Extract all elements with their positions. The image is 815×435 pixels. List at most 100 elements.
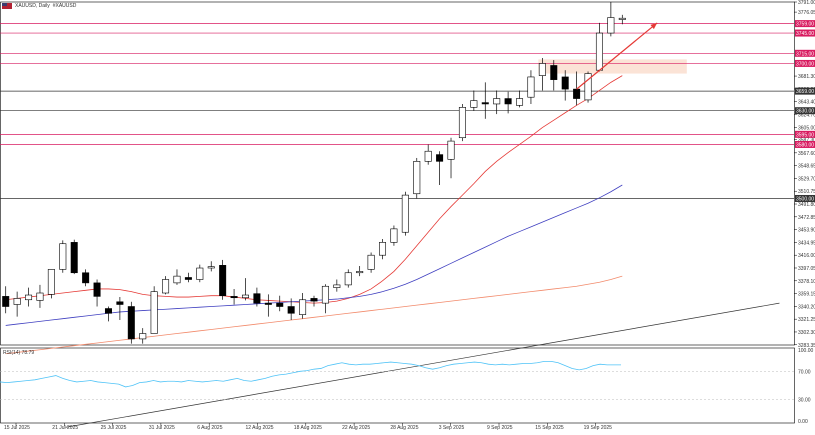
candle xyxy=(310,295,318,307)
candle xyxy=(584,71,592,103)
candle xyxy=(447,137,455,179)
candle xyxy=(241,278,249,301)
flag-icon xyxy=(2,2,12,9)
price-tick-label: 3302.30 xyxy=(798,330,815,336)
candle-body-up xyxy=(527,76,535,98)
time-tick-label: 3 Sep 2025 xyxy=(439,425,465,430)
candle-body-up xyxy=(139,333,147,340)
candle-body-up xyxy=(516,98,524,106)
candle-body-up xyxy=(207,266,215,269)
candle-body-up xyxy=(367,254,375,270)
candle-body-up xyxy=(390,228,398,243)
level-label: 3500.00 xyxy=(796,196,814,202)
candle xyxy=(253,287,261,307)
level-label-box xyxy=(795,107,815,115)
candle xyxy=(344,269,352,288)
candle-body-down xyxy=(310,298,318,302)
price-tick-label: 3643.40 xyxy=(798,100,815,106)
level-label-box xyxy=(795,59,815,67)
rsi-tick-label: 0.00 xyxy=(798,419,808,425)
candle-body-up xyxy=(584,73,592,101)
candle xyxy=(139,328,147,344)
candle xyxy=(458,103,466,142)
price-tick-label: 3510.75 xyxy=(798,189,815,195)
ma-slow-line xyxy=(5,275,623,355)
candle-body-up xyxy=(47,269,55,295)
candle xyxy=(276,295,284,312)
candle-body-up xyxy=(173,275,181,284)
candle xyxy=(2,286,10,314)
candle-body-down xyxy=(127,306,135,340)
candle xyxy=(550,60,558,91)
candle xyxy=(436,151,444,185)
candle-body-up xyxy=(59,243,67,270)
candle xyxy=(150,286,158,334)
level-label: 3700.00 xyxy=(796,61,814,67)
level-label: 3580.00 xyxy=(796,142,814,148)
chart-header: XAUUSD, Daily #XAUUSD xyxy=(2,1,76,10)
level-label: 3715.00 xyxy=(796,51,814,57)
candle xyxy=(264,294,272,317)
candle-body-down xyxy=(287,306,295,314)
candle-body-down xyxy=(253,293,261,304)
candle-body-up xyxy=(447,140,455,160)
candle-body-down xyxy=(2,296,10,307)
candle-body-up xyxy=(13,298,21,305)
price-tick-label: 3587.30 xyxy=(798,138,815,144)
price-tick-label: 3567.60 xyxy=(798,151,815,157)
time-tick-label: 15 Jul 2025 xyxy=(4,425,30,430)
price-tick-label: 3791.00 xyxy=(798,0,815,6)
price-tick-label: 3283.35 xyxy=(798,343,815,349)
candle xyxy=(413,157,421,199)
level-label-box xyxy=(795,49,815,57)
candle-body-down xyxy=(184,277,192,280)
candle xyxy=(504,91,512,114)
price-tick-label: 3359.15 xyxy=(798,292,815,298)
candle-body-up xyxy=(36,292,44,301)
candle-body-up xyxy=(595,32,603,71)
price-tick-label: 3472.85 xyxy=(798,215,815,221)
candle xyxy=(104,306,112,322)
candle-body-up xyxy=(538,63,546,76)
level-label-box xyxy=(795,29,815,37)
level-label: 3659.00 xyxy=(796,89,814,95)
candle-body-down xyxy=(230,296,238,299)
candle xyxy=(162,276,170,295)
candle-body-up xyxy=(470,100,478,108)
level-label: 3759.00 xyxy=(796,22,814,28)
candle xyxy=(173,269,181,285)
time-tick-label: 22 Aug 2025 xyxy=(342,425,370,430)
candle-body-up xyxy=(196,267,204,280)
candle xyxy=(13,291,21,317)
price-tick-label: 3491.80 xyxy=(798,202,815,208)
candle xyxy=(25,287,33,307)
time-tick-label: 18 Aug 2025 xyxy=(294,425,322,430)
support-trendline xyxy=(65,302,780,428)
price-tick-label: 3321.25 xyxy=(798,317,815,323)
candle-body-down xyxy=(481,102,489,105)
candle xyxy=(59,240,67,273)
candle xyxy=(321,284,329,314)
candle xyxy=(379,238,387,260)
candle-body-up xyxy=(424,150,432,162)
time-tick-label: 15 Sep 2025 xyxy=(535,425,564,430)
time-tick-label: 9 Sep 2025 xyxy=(487,425,513,430)
candle-body-up xyxy=(607,17,615,34)
candle xyxy=(36,284,44,308)
price-tick-label: 3416.00 xyxy=(798,253,815,259)
rsi-tick-label: 100.00 xyxy=(798,348,814,354)
level-label-box xyxy=(795,87,815,95)
trend-arrow-head xyxy=(650,22,658,30)
time-tick-label: 19 Sep 2025 xyxy=(584,425,613,430)
candle-body-down xyxy=(573,88,581,99)
price-tick-label: 3397.05 xyxy=(798,266,815,272)
candle-body-up xyxy=(25,294,33,301)
candle xyxy=(470,90,478,111)
candle-body-down xyxy=(561,76,569,90)
candle xyxy=(333,279,341,292)
candle-body-down xyxy=(264,302,272,305)
level-label: 3745.00 xyxy=(796,31,814,37)
candle xyxy=(424,144,432,165)
candle xyxy=(207,261,215,272)
